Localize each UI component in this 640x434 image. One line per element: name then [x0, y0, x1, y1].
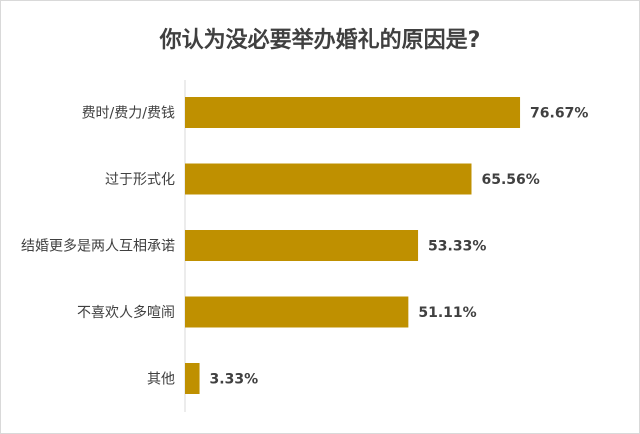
category-label-0: 费时/费力/费钱: [82, 106, 175, 122]
bar-3: [185, 296, 409, 328]
category-label-2: 结婚更多是两人互相承诺: [21, 238, 175, 255]
value-label-2: 53.33%: [428, 239, 486, 255]
bar-2: [185, 230, 419, 261]
value-label-1: 65.56%: [481, 172, 539, 188]
bar-4: [185, 363, 200, 394]
bars-group: 费时/费力/费钱 76.67% 过于形式化 65.56% 结婚更多是两人互相承诺 53.3…: [21, 97, 588, 394]
category-label-4: 其他: [147, 372, 175, 388]
bar-0: [185, 97, 521, 128]
value-label-3: 51.11%: [418, 305, 476, 321]
chart-title: 你认为没必要举办婚礼的原因是?: [159, 28, 481, 53]
value-label-4: 3.33%: [210, 372, 259, 388]
category-label-3: 不喜欢人多喧闹: [77, 304, 175, 321]
bar-1: [185, 163, 472, 195]
category-label-1: 过于形式化: [105, 172, 175, 188]
value-label-0: 76.67%: [530, 106, 588, 122]
